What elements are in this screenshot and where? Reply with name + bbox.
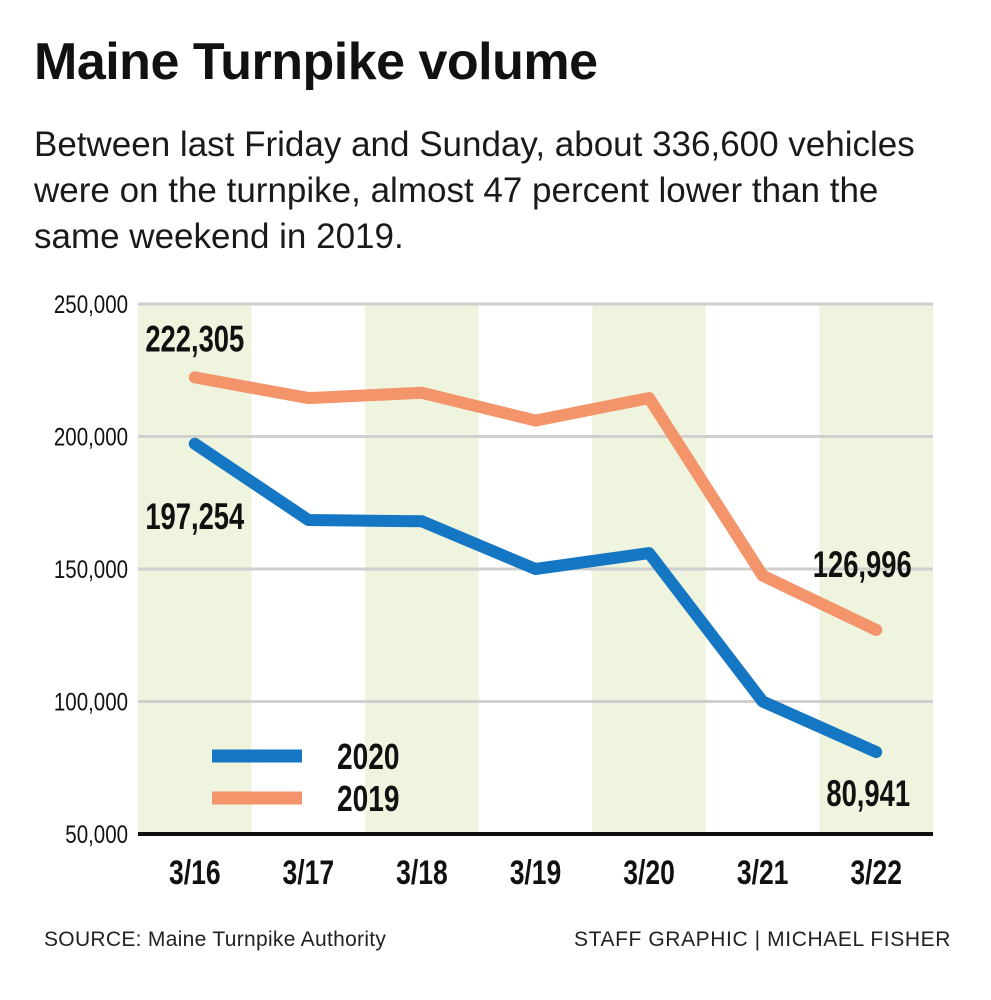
y-tick-label: 250,000 xyxy=(54,290,128,318)
x-tick-label: 3/21 xyxy=(737,854,789,892)
y-tick-label: 150,000 xyxy=(54,555,128,583)
y-tick-label: 50,000 xyxy=(65,820,128,848)
chart-subtitle: Between last Friday and Sunday, about 33… xyxy=(34,125,915,256)
line-chart: 50,000 100,000 150,000 200,000 250,000 3/16 3/… xyxy=(54,290,933,892)
x-tick-label: 3/20 xyxy=(623,854,675,892)
x-tick-label: 3/18 xyxy=(396,854,448,892)
staff-credit: STAFF GRAPHIC | MICHAEL FISHER xyxy=(574,928,951,951)
data-label-2019-3-22: 126,996 xyxy=(813,544,912,585)
x-tick-label: 3/16 xyxy=(169,854,221,892)
source-note: SOURCE: Maine Turnpike Authority xyxy=(44,928,387,951)
x-tick-label: 3/17 xyxy=(283,854,335,892)
data-label-2020-3-22: 80,941 xyxy=(826,773,910,814)
series-line-2019 xyxy=(188,371,883,636)
data-label-2020-3-16: 197,254 xyxy=(145,496,244,537)
y-tick-label: 200,000 xyxy=(54,423,128,451)
legend-label-2020: 2020 xyxy=(337,737,399,777)
series-line-2020 xyxy=(188,437,883,759)
x-tick-label: 3/19 xyxy=(510,854,562,892)
chart-title: Maine Turnpike volume xyxy=(34,33,598,91)
data-label-2019-3-16: 222,305 xyxy=(145,318,244,359)
y-tick-label: 100,000 xyxy=(54,688,128,716)
legend-label-2019: 2019 xyxy=(337,779,399,819)
x-tick-label: 3/22 xyxy=(850,854,902,892)
